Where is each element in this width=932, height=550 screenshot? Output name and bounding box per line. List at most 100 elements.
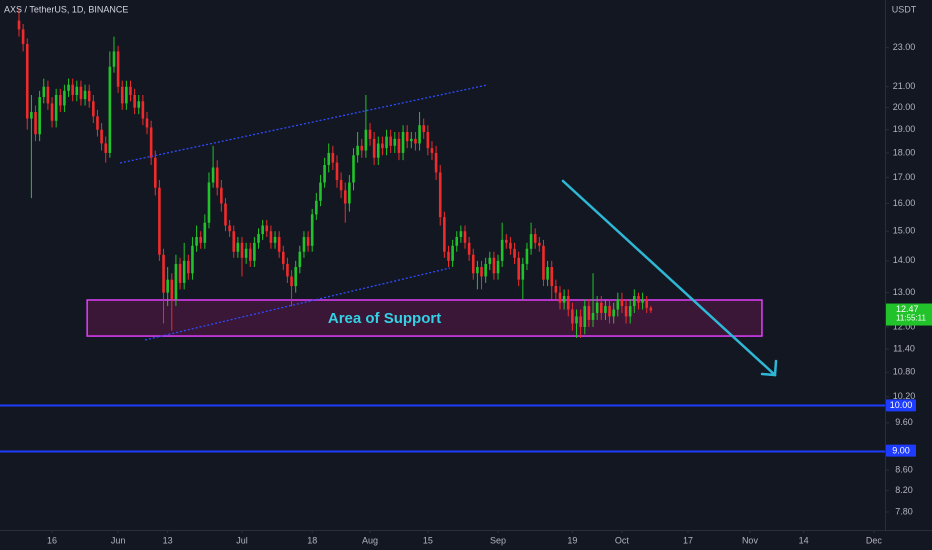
candle-body [50, 103, 54, 121]
candle-body [63, 90, 66, 106]
candle-body [120, 86, 124, 104]
candle-body [554, 286, 558, 293]
candle-body [533, 234, 537, 243]
y-tick-label: 16.00 [893, 198, 916, 208]
candle-body [591, 312, 595, 320]
candle-body [100, 129, 103, 144]
candle-body [517, 257, 520, 280]
candle-body [228, 225, 231, 232]
candle-body [125, 86, 128, 104]
candle-body [162, 254, 165, 293]
x-tick-label: 18 [307, 535, 317, 545]
candle-body [54, 94, 58, 121]
candle-body [220, 187, 223, 204]
x-tick-label: 17 [683, 535, 693, 545]
candle-body [372, 138, 376, 158]
candle-body [418, 125, 421, 144]
candle-body [356, 145, 359, 156]
candle-body [649, 307, 653, 311]
candle-body [476, 267, 479, 274]
candle-body [315, 200, 318, 215]
candle-body [25, 43, 29, 119]
y-tick-label: 8.60 [895, 464, 913, 474]
x-tick-label: Aug [362, 535, 378, 545]
candle-body [505, 239, 508, 243]
candle-body [294, 267, 297, 287]
candle-body [153, 157, 157, 188]
y-unit: USDT [892, 4, 917, 14]
candle-body [529, 234, 533, 249]
candle-body [137, 101, 141, 108]
candle-body [397, 138, 401, 153]
candle-body [447, 251, 450, 261]
candle-body [405, 131, 409, 142]
candle-body [352, 155, 355, 183]
x-tick-label: Nov [742, 535, 759, 545]
candle-body [302, 236, 306, 252]
y-tick-label: 20.00 [893, 102, 916, 112]
channel-lower [144, 267, 451, 341]
y-tick-label: 10.80 [893, 367, 916, 377]
candle-body [550, 267, 554, 287]
last-price-label: 12.47 [896, 304, 919, 314]
candle-body [604, 306, 607, 313]
candle-body [166, 279, 169, 293]
candle-body [92, 101, 95, 117]
candle-body [641, 299, 644, 303]
candle-body [368, 129, 372, 139]
candle-body [141, 101, 145, 119]
last-price-box [886, 303, 932, 326]
candle-body [129, 86, 132, 95]
candle-body [566, 295, 570, 310]
candle-body [281, 251, 285, 264]
x-tick-label: Jun [111, 535, 126, 545]
candle-body [261, 225, 264, 235]
x-tick-label: 13 [163, 535, 173, 545]
x-tick-label: 16 [47, 535, 57, 545]
price-label-box [886, 399, 916, 412]
candle-body [360, 145, 364, 151]
chart-title: AXS / TetherUS, 1D, BINANCE [4, 4, 128, 14]
price-label: 9.00 [892, 445, 910, 455]
candle-body [426, 131, 430, 149]
candle-body [248, 248, 252, 261]
candle-body [645, 299, 649, 308]
candle-body [273, 236, 277, 243]
candle-body [306, 236, 310, 246]
candle-body [265, 225, 269, 232]
candle-body [488, 257, 492, 264]
support-zone [86, 299, 763, 337]
x-tick-label: Oct [615, 535, 630, 545]
candle-body [203, 222, 207, 243]
y-tick-label: 21.00 [893, 81, 916, 91]
candle-body [310, 214, 314, 246]
candle-body [484, 263, 487, 277]
candle-body [240, 242, 244, 258]
candle-body [381, 143, 384, 149]
candle-body [116, 51, 120, 87]
candle-body [149, 127, 153, 158]
candle-body [562, 295, 566, 303]
candle-body [595, 302, 599, 313]
candle-body [628, 306, 632, 317]
y-tick-label: 17.00 [893, 172, 916, 182]
candle-body [438, 172, 442, 218]
candle-body [174, 263, 178, 300]
candle-body [17, 20, 21, 30]
plot: Area of Support [17, 8, 763, 338]
candle-body [620, 299, 624, 307]
x-tick-label: Dec [866, 535, 883, 545]
candle-body [331, 152, 335, 163]
candle-body [443, 217, 446, 252]
candle-body [108, 66, 112, 153]
y-tick-label: 8.20 [895, 485, 913, 495]
candle-body [112, 51, 116, 67]
candle-body [71, 84, 74, 95]
candle-body [389, 136, 392, 146]
price-label-box [886, 444, 916, 457]
candle-body [178, 263, 182, 283]
candle-body [83, 90, 87, 100]
candle-body [393, 138, 397, 146]
